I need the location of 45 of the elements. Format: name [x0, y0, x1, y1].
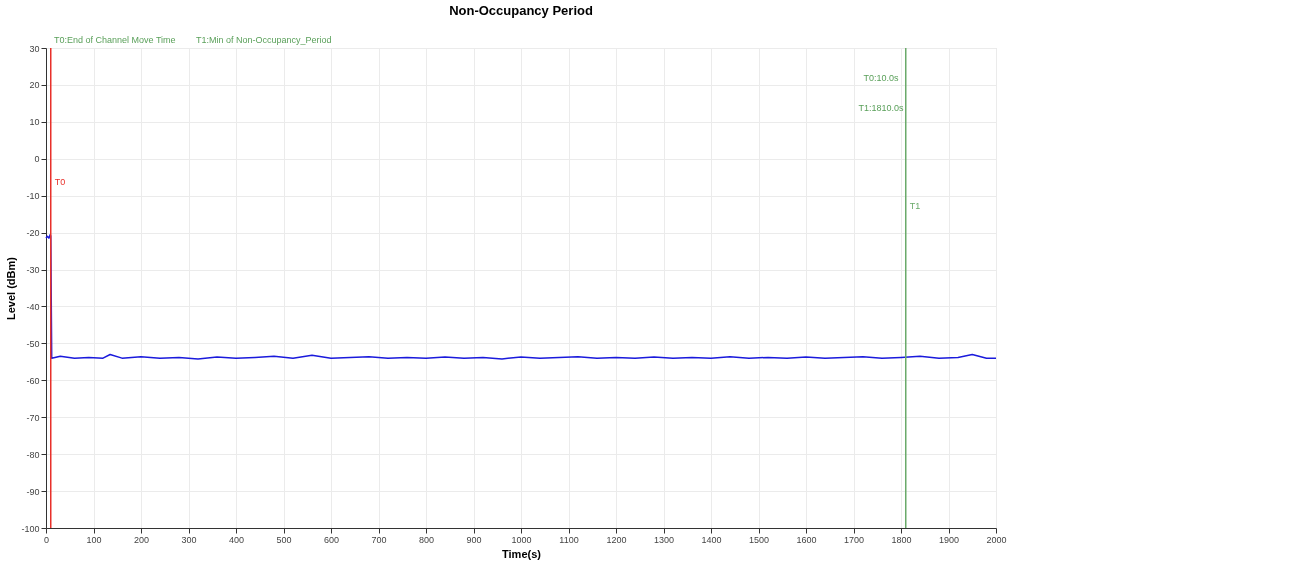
y-tick-label: -70 [26, 412, 40, 423]
line-series [45, 233, 997, 360]
ref-line-label: T1 [909, 201, 921, 212]
x-tick-label: 100 [86, 534, 102, 545]
text: T1:Min of Non-Occupancy_Period [196, 35, 332, 45]
x-tick-label: 1500 [748, 534, 770, 545]
y-tick-label: -80 [26, 449, 40, 460]
y-tick-label: -90 [26, 486, 40, 497]
annotation: T0:10.0s [863, 73, 899, 83]
x-axis-title: Time(s) [502, 547, 542, 560]
y-tick-label: 30 [29, 43, 40, 54]
ref-line-label: T0 [54, 177, 66, 188]
x-tick-label: 500 [276, 534, 292, 545]
text: T0:End of Channel Move Time [54, 35, 176, 45]
x-tick-label: 300 [181, 534, 197, 545]
y-tick-label: -20 [26, 228, 40, 239]
y-tick-label: -40 [26, 301, 40, 312]
y-tick-label: 0 [34, 154, 40, 165]
x-tick-label: 400 [228, 534, 245, 545]
y-tick-label: 20 [29, 80, 40, 91]
y-tick-label: -30 [26, 265, 40, 276]
x-tick-label: 1200 [606, 534, 627, 545]
x-tick-label: 1700 [843, 534, 865, 545]
x-tick-label: 800 [418, 534, 435, 545]
x-tick-label: 600 [323, 534, 340, 545]
x-tick-label: 1000 [511, 534, 532, 545]
x-tick-label: 1400 [701, 534, 722, 545]
x-tick-label: 1800 [891, 534, 912, 545]
y-axis-title: Level (dBm) [5, 256, 18, 320]
x-tick-label: 1900 [938, 534, 960, 545]
y-tick-label: -100 [21, 523, 40, 534]
x-tick-label: 1100 [559, 534, 579, 545]
x-tick-label: 1300 [653, 534, 675, 545]
x-tick-label: 700 [371, 534, 387, 545]
y-tick-label: -60 [26, 375, 40, 386]
x-tick-label: 2000 [986, 534, 1007, 545]
x-tick-label: 1600 [796, 534, 817, 545]
y-tick-label: -50 [26, 338, 40, 349]
x-tick-label: 900 [466, 534, 482, 545]
chart-title: Non-Occupancy Period [449, 3, 593, 18]
x-tick-label: 0 [43, 534, 50, 545]
x-tick-label: 200 [133, 534, 150, 545]
y-tick-label: -10 [26, 191, 40, 202]
annotation: T1:1810.0s [858, 103, 905, 113]
y-tick-label: 10 [29, 117, 40, 128]
